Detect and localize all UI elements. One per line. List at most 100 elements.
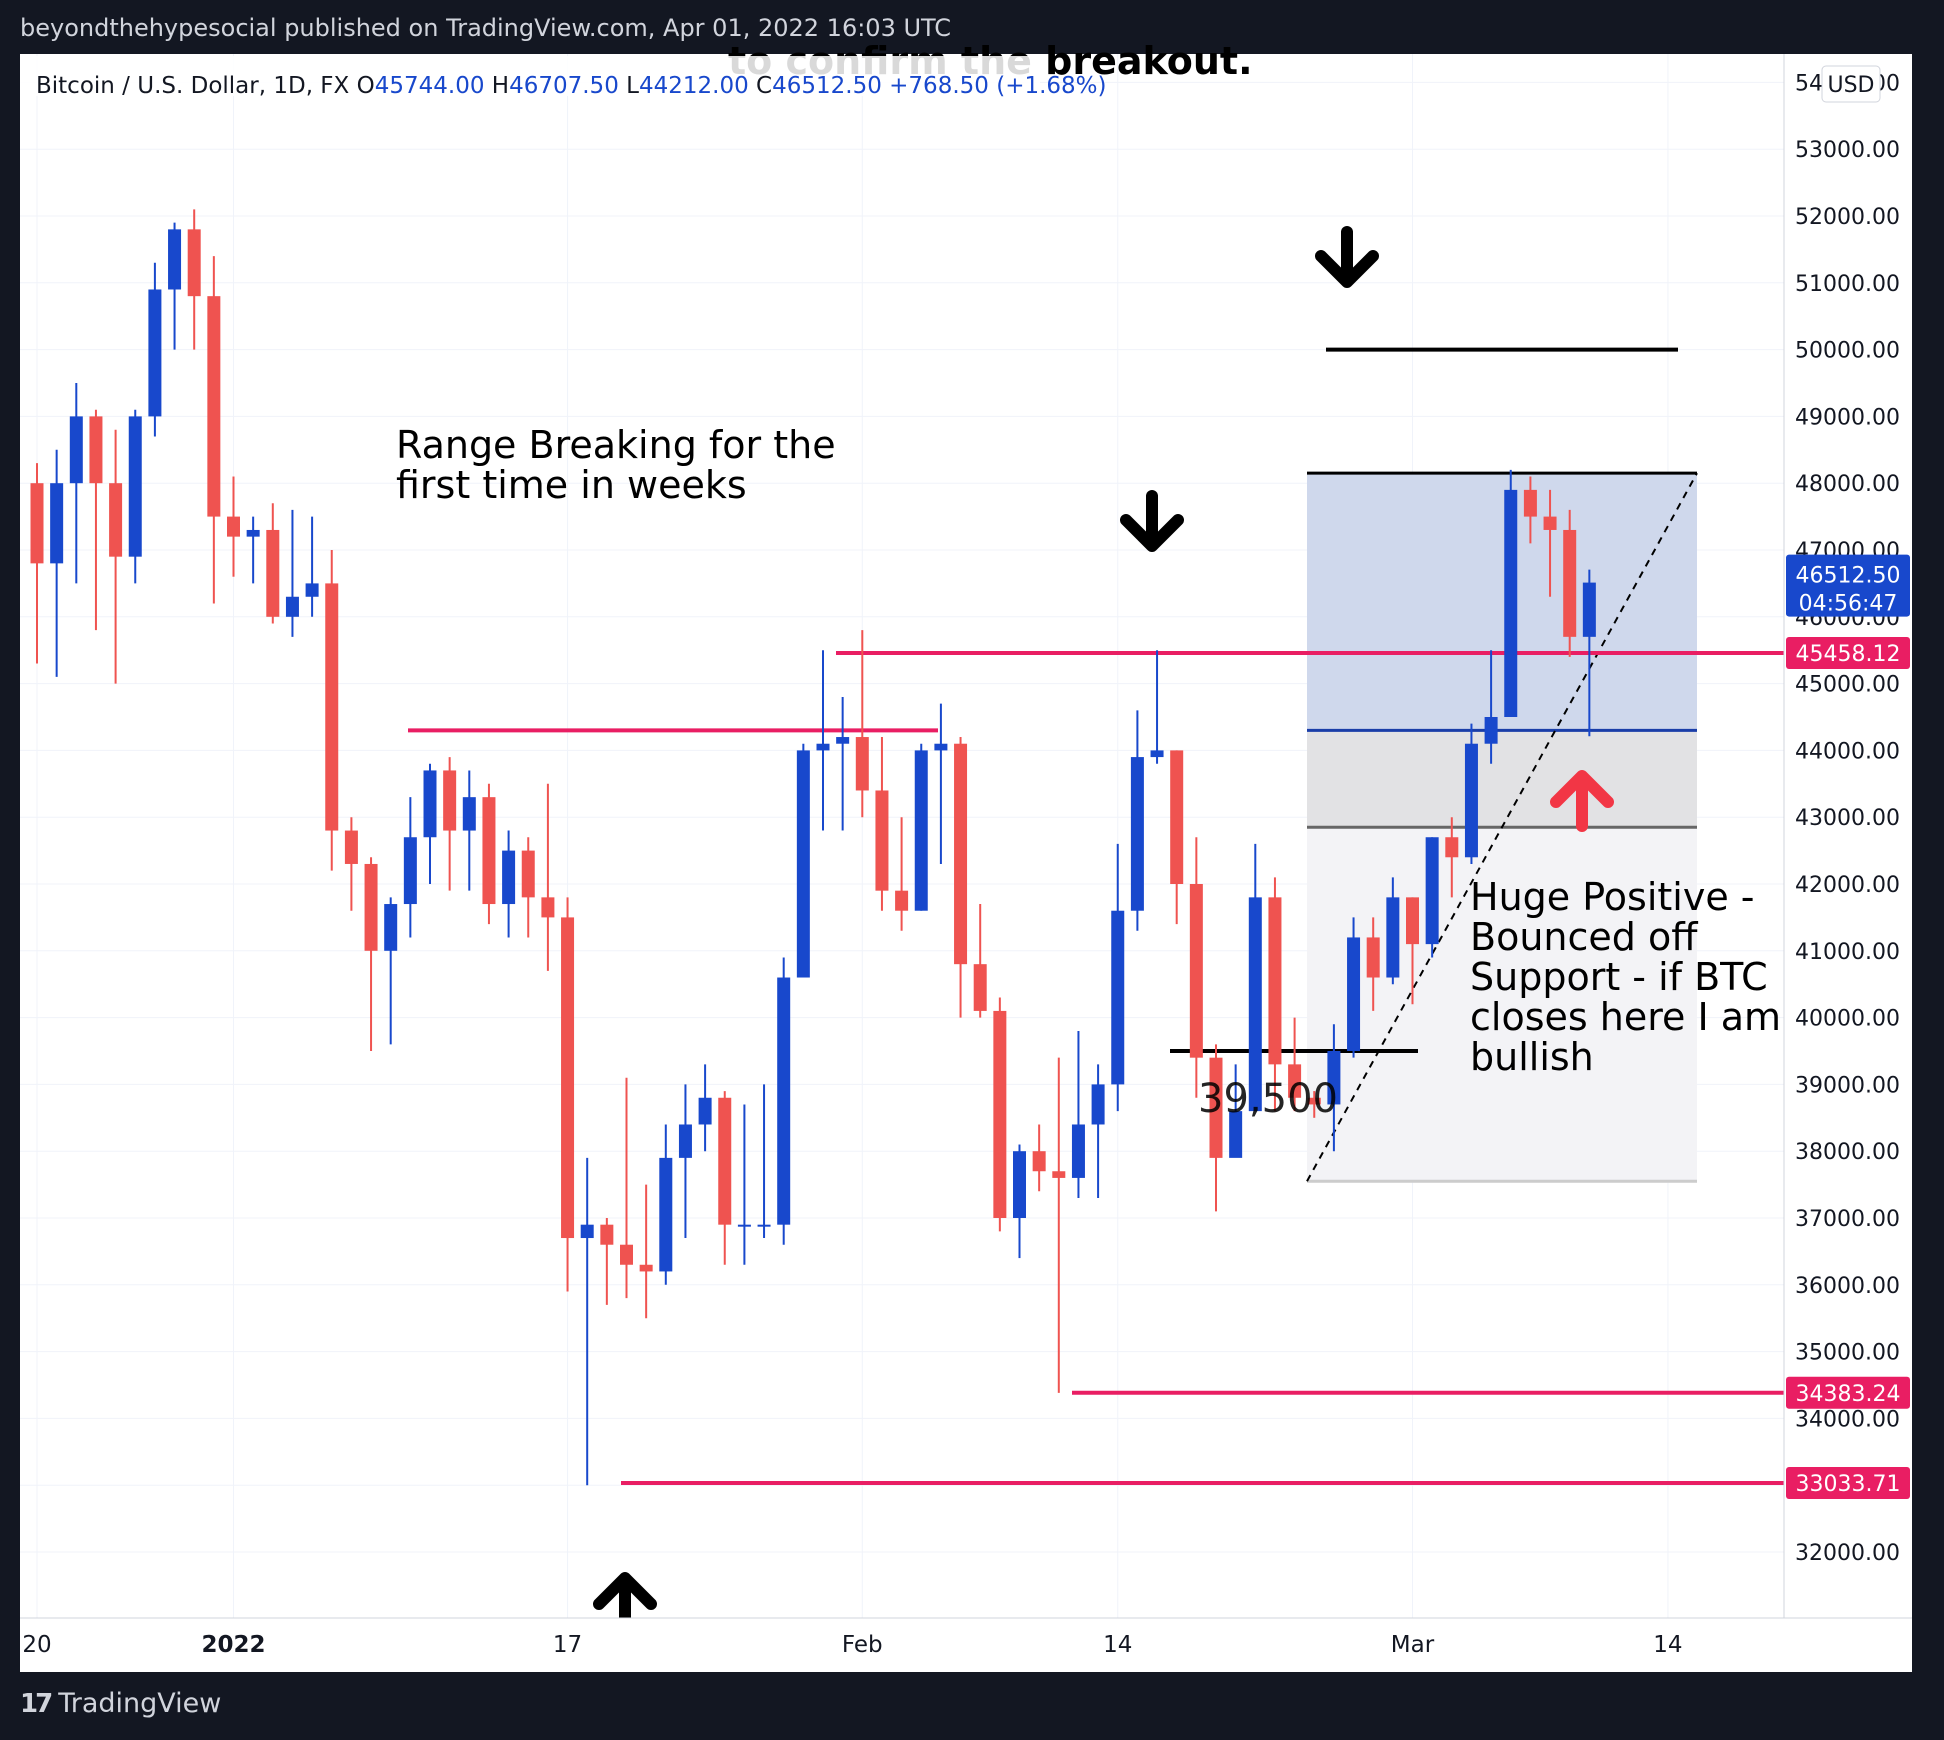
candle-body bbox=[207, 296, 221, 517]
legend-o-label: O bbox=[357, 73, 375, 99]
candle-body bbox=[1347, 937, 1361, 1051]
price-tick: 52000.00 bbox=[1795, 205, 1900, 230]
drawings bbox=[593, 226, 1614, 1634]
candle-body bbox=[128, 416, 142, 557]
candle-body bbox=[462, 797, 476, 831]
annotation-line: first time in weeks bbox=[396, 463, 747, 507]
candle-body bbox=[698, 1097, 712, 1125]
candle-body bbox=[836, 737, 850, 744]
legend-c-value: 46512.50 bbox=[772, 73, 889, 99]
last-price-label-bg bbox=[1786, 554, 1910, 617]
price-tick: 39000.00 bbox=[1795, 1073, 1900, 1098]
candle-body bbox=[89, 416, 103, 484]
candle-body bbox=[1032, 1151, 1046, 1172]
price-tick: 53000.00 bbox=[1795, 138, 1900, 163]
price-tick: 41000.00 bbox=[1795, 940, 1900, 965]
price-tick: 50000.00 bbox=[1795, 339, 1900, 364]
price-tick: 45000.00 bbox=[1795, 673, 1900, 698]
tradingview-footer[interactable]: 17 TradingView bbox=[20, 1688, 221, 1719]
price-tick: 51000.00 bbox=[1795, 272, 1900, 297]
zone-lower-light bbox=[1307, 827, 1697, 1182]
candle-body bbox=[1523, 489, 1537, 517]
last-price-label-countdown: 04:56:47 bbox=[1799, 592, 1898, 617]
time-tick: 14 bbox=[1653, 1632, 1682, 1658]
candle-body bbox=[855, 737, 869, 791]
annotation-range-breaking: Range Breaking for the first time in week… bbox=[396, 423, 836, 507]
candle-body bbox=[620, 1244, 633, 1265]
time-tick: Feb bbox=[842, 1632, 883, 1658]
time-tick: 2022 bbox=[201, 1632, 265, 1658]
annotation-line: Bounced off bbox=[1470, 915, 1698, 959]
candle-body bbox=[1543, 516, 1557, 530]
candle-body bbox=[678, 1124, 692, 1158]
annotation-huge-positive: Huge Positive -Bounced off Support - if B… bbox=[1470, 875, 1781, 1079]
candle-body bbox=[1386, 897, 1400, 978]
candle-body bbox=[934, 743, 948, 751]
candle-body bbox=[875, 790, 889, 891]
price-tick: 34000.00 bbox=[1795, 1407, 1900, 1432]
price-tick: 36000.00 bbox=[1795, 1274, 1900, 1299]
level-45458-label-bg bbox=[1786, 636, 1910, 669]
candle-body bbox=[1327, 1051, 1341, 1105]
candle-body bbox=[30, 483, 44, 564]
candle-body bbox=[1288, 1064, 1302, 1098]
candle-body bbox=[50, 483, 64, 564]
legend-h-value: 46707.50 bbox=[509, 73, 626, 99]
time-tick: 20 bbox=[22, 1632, 51, 1658]
tradingview-brand-text: TradingView bbox=[58, 1688, 222, 1719]
candle-body bbox=[502, 850, 516, 905]
price-axis[interactable]: 32000.0033000.0034000.0035000.0036000.00… bbox=[1783, 54, 1912, 1618]
annotations: Range Breaking for the first time in week… bbox=[396, 39, 1781, 1122]
annotation-line: Support - if BTC bbox=[1470, 955, 1768, 999]
time-axis-bg bbox=[20, 1618, 1912, 1672]
candle-body bbox=[423, 770, 437, 838]
candle-body bbox=[521, 850, 535, 898]
price-tick: 38000.00 bbox=[1795, 1140, 1900, 1165]
candle-body bbox=[384, 904, 398, 951]
price-tick: 44000.00 bbox=[1795, 739, 1900, 764]
candle-body bbox=[1229, 1111, 1243, 1158]
legend-o-value: 45744.00 bbox=[375, 73, 492, 99]
time-tick: 14 bbox=[1103, 1632, 1132, 1658]
time-axis[interactable]: 20202217Feb14Mar14Apr bbox=[20, 1617, 1944, 1672]
legend-change: +768.50 (+1.68%) bbox=[889, 73, 1106, 99]
candle-body bbox=[148, 289, 162, 417]
legend-l-value: 44212.00 bbox=[639, 73, 756, 99]
fib-zones bbox=[1306, 471, 1698, 1183]
level-34383-label-bg bbox=[1786, 1376, 1910, 1409]
legend-bg bbox=[20, 56, 1040, 96]
price-levels bbox=[408, 347, 1784, 1485]
candle-body bbox=[580, 1224, 594, 1239]
time-tick: 17 bbox=[553, 1632, 582, 1658]
currency-label: USD bbox=[1827, 73, 1874, 98]
candle-body bbox=[1248, 897, 1262, 1112]
candle-body bbox=[561, 917, 575, 1239]
currency-badge[interactable] bbox=[1821, 65, 1881, 103]
candle-body bbox=[1425, 837, 1439, 945]
candles bbox=[30, 209, 1596, 1486]
publisher-header: beyondthehypesocial published on Trading… bbox=[20, 14, 951, 42]
price-tick: 35000.00 bbox=[1795, 1341, 1900, 1366]
candle-body bbox=[1170, 750, 1184, 884]
legend-c-label: C bbox=[756, 73, 772, 99]
price-tick: 40000.00 bbox=[1795, 1007, 1900, 1032]
candle-body bbox=[1563, 529, 1577, 637]
legend-symbol: Bitcoin / U.S. Dollar, 1D, FX bbox=[36, 73, 357, 99]
annotation-line: Range Breaking for the bbox=[396, 423, 836, 467]
candle-body bbox=[443, 770, 457, 831]
candle-body bbox=[1052, 1171, 1066, 1178]
price-tick: 32000.00 bbox=[1795, 1541, 1900, 1566]
candle-body bbox=[1406, 897, 1419, 945]
price-tick: 43000.00 bbox=[1795, 806, 1900, 831]
candle-body bbox=[895, 890, 909, 911]
candle-body bbox=[816, 743, 830, 751]
price-tick: 48000.00 bbox=[1795, 472, 1900, 497]
candle-body bbox=[168, 229, 182, 290]
legend-h-label: H bbox=[492, 73, 509, 99]
candle-body bbox=[285, 596, 299, 617]
candle-body bbox=[639, 1264, 653, 1272]
candle-body bbox=[1013, 1151, 1026, 1218]
candle-body bbox=[1189, 884, 1203, 1058]
annotation-line: closes here I am bbox=[1470, 995, 1781, 1039]
